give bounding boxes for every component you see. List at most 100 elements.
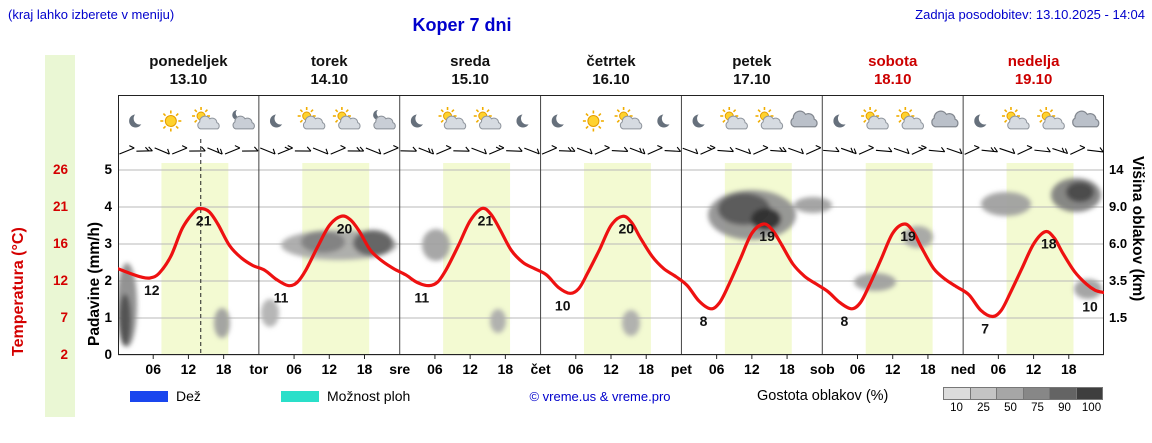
density-tick-label: 10: [950, 402, 963, 414]
density-cell: [997, 388, 1024, 399]
temperature-value-label: 12: [144, 282, 160, 298]
hour-label: 06: [427, 361, 443, 377]
temperature-value-label: 20: [619, 220, 635, 236]
temperature-tick: 7: [60, 310, 68, 325]
temperature-value-label: 10: [555, 297, 571, 313]
sun-cloud-icon: [720, 107, 748, 130]
day-name: nedelja: [1007, 53, 1060, 70]
moon-icon: [129, 112, 146, 128]
temperature-value-label: 18: [1041, 236, 1057, 252]
density-cell: [944, 388, 971, 399]
sun-cloud-icon: [332, 107, 361, 130]
cloud-icon: [790, 110, 818, 128]
cloud-height-tick: 6.0: [1109, 236, 1128, 251]
day-name: sreda: [450, 53, 491, 70]
cloud-density-scale: [943, 387, 1103, 400]
cloud-density-patches: [117, 178, 1102, 347]
day-header-četrtek: četrtek 16.10: [541, 53, 682, 89]
sun-cloud-icon: [614, 107, 643, 130]
menu-hint: (kraj lahko izberete v meniju): [8, 7, 175, 22]
temperature-value-label: 21: [478, 213, 494, 229]
moon-cloud-icon: [232, 108, 255, 130]
hour-label: 18: [638, 361, 654, 377]
hour-label: 12: [462, 361, 478, 377]
temperature-value-label: 8: [841, 313, 849, 329]
density-cell: [1076, 388, 1102, 399]
day-date: 17.10: [733, 71, 771, 88]
temperature-value-label: 10: [1082, 298, 1098, 314]
rain-swatch: [130, 391, 168, 402]
hour-label: 06: [567, 361, 584, 377]
day-header-sreda: sreda 15.10: [400, 53, 541, 89]
temperature-value-label: 7: [981, 321, 989, 337]
cloud-density-tick-labels: 10 25 50 75 90 100: [943, 402, 1105, 414]
meteogram-chart: 12 21 11 20 11 21 10 20 8 19 8 19 7 18 10: [116, 95, 1106, 361]
cloud-icon: [1072, 110, 1100, 128]
temperature-tick: 2: [60, 347, 68, 362]
moon-icon: [269, 112, 287, 128]
density-tick-label: 100: [1081, 402, 1102, 414]
hour-label: 06: [849, 361, 866, 377]
sun-cloud-icon: [192, 107, 220, 130]
hour-label: 18: [497, 361, 514, 377]
day-date: 14.10: [310, 71, 349, 88]
moon-icon: [657, 112, 674, 128]
hour-label: 12: [1025, 361, 1042, 377]
day-date: 18.10: [873, 71, 912, 88]
precipitation-tick: 3: [104, 236, 112, 251]
hour-label: 06: [286, 361, 302, 377]
hour-label: 12: [180, 361, 197, 377]
moon-icon: [410, 112, 428, 128]
hour-label: 06: [145, 361, 161, 377]
day-name: ponedeljek: [149, 53, 228, 70]
day-headers: ponedeljek 13.10 torek 14.10 sreda 15.10 četrt…: [118, 53, 1104, 89]
day-date: 13.10: [169, 71, 208, 88]
sun-cloud-icon: [1001, 107, 1030, 130]
density-cell: [1023, 388, 1050, 399]
hour-label: 06: [708, 361, 725, 377]
precipitation-tick: 1: [104, 310, 112, 325]
day-date: 15.10: [451, 71, 489, 88]
moon-icon: [516, 112, 533, 128]
day-abbrev-label: tor: [249, 361, 269, 377]
temperature-tick: 16: [52, 236, 68, 251]
temperature-value-label: 20: [337, 220, 353, 236]
precipitation-tick: 4: [104, 199, 112, 214]
temperature-value-label: 8: [700, 313, 708, 329]
page-title: Koper 7 dni: [412, 15, 512, 35]
cloud-height-tick: 9.0: [1109, 199, 1128, 214]
temperature-tick: 26: [52, 162, 68, 177]
cloud-height-tick: 3.5: [1109, 273, 1128, 288]
day-name: sobota: [868, 53, 918, 70]
rain-label: Dež: [176, 388, 201, 404]
moon-icon: [974, 112, 991, 128]
density-tick-label: 50: [1004, 402, 1017, 414]
day-date: 16.10: [592, 71, 630, 88]
temperature-value-label: 11: [414, 290, 429, 306]
showers-label: Možnost ploh: [327, 388, 411, 404]
sun-cloud-icon: [755, 107, 784, 130]
day-name: torek: [310, 53, 348, 70]
hour-label: 06: [990, 361, 1007, 377]
day-date: 19.10: [1014, 71, 1053, 88]
day-header-nedelja: nedelja 19.10: [963, 53, 1104, 89]
day-name: četrtek: [586, 53, 636, 70]
temperature-value-label: 21: [196, 213, 212, 229]
daylight-band: [865, 163, 933, 355]
sun-cloud-icon: [438, 107, 467, 130]
copyright-link[interactable]: © vreme.us & vreme.pro: [529, 389, 671, 404]
cloud-height-tick: 1.5: [1109, 310, 1128, 325]
sun-cloud-icon: [297, 107, 326, 130]
hour-label: 12: [744, 361, 760, 377]
day-abbrev-label: ned: [950, 361, 976, 377]
cloud-density-label: Gostota oblakov (%): [757, 388, 889, 404]
sun-cloud-icon: [861, 107, 889, 130]
precipitation-tick: 2: [104, 273, 112, 288]
temperature-tick: 12: [52, 273, 68, 288]
temperature-value-label: 19: [900, 228, 916, 244]
moon-cloud-icon: [373, 108, 396, 130]
density-cell: [970, 388, 997, 399]
density-tick-label: 25: [977, 402, 990, 414]
hour-label: 12: [321, 361, 338, 377]
